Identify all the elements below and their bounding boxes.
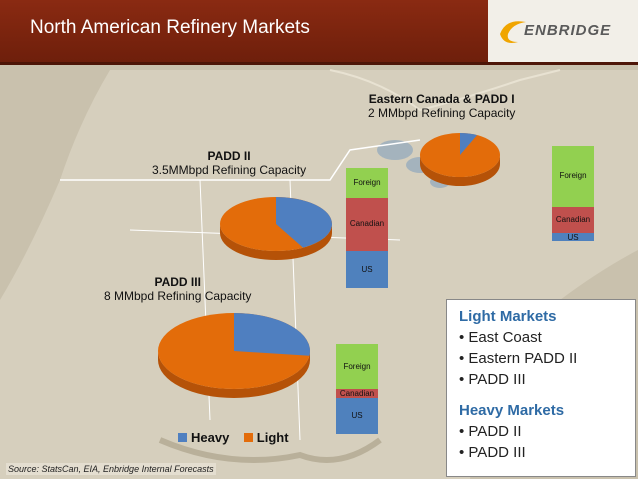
pie-chart-padd-iii [158, 313, 310, 398]
pie-side [220, 224, 332, 260]
bar-segment-us: US [346, 250, 388, 288]
bar-segment-canadian: Canadian [552, 206, 594, 234]
legend-swatch-heavy [178, 433, 187, 442]
pie-chart-padd-ii [220, 197, 332, 260]
heavy-markets-heading: Heavy Markets [459, 402, 565, 419]
header-bar: North American Refinery Markets ENBRIDGE [0, 0, 638, 65]
legend-swatch-light [243, 433, 253, 442]
pie-chart-eastern-canada [420, 133, 500, 186]
region-name: PADD II [207, 149, 251, 163]
heavy-market-item: • PADD II [459, 423, 522, 440]
bar-segment-us: US [552, 233, 594, 242]
pie-slice-heavy [276, 197, 332, 248]
page-title: North American Refinery Markets [30, 17, 310, 38]
pie-side [158, 351, 310, 398]
supply-bar-padd-iii: Foreign Canadian US [336, 344, 378, 434]
region-capacity: 3.5MMbpd Refining Capacity [152, 163, 307, 177]
bar-segment-canadian: Canadian [346, 198, 388, 251]
light-market-item: • Eastern PADD II [459, 350, 578, 367]
heavy-market-item: • PADD III [459, 444, 526, 461]
pie-side [420, 155, 500, 186]
light-markets-heading: Light Markets [459, 308, 557, 325]
enbridge-logo: ENBRIDGE [488, 0, 638, 62]
supply-bar-padd-ii: Foreign Canadian US [346, 168, 388, 288]
bar-segment-foreign: Foreign [346, 168, 388, 198]
bar-segment-foreign: Foreign [336, 344, 378, 389]
source-note: Source: StatsCan, EIA, Enbridge Internal… [6, 463, 216, 475]
region-label-padd-iii: PADD III 8 MMbpd Refining Capacity [104, 275, 251, 303]
bar-segment-us: US [336, 398, 378, 434]
enbridge-logo-text: ENBRIDGE [524, 22, 612, 39]
supply-bar-eastern-canada: Foreign Canadian US [552, 146, 594, 242]
bar-segment-foreign: Foreign [552, 146, 594, 207]
pie-slice-heavy [460, 133, 478, 155]
region-label-padd-ii: PADD II 3.5MMbpd Refining Capacity [152, 149, 306, 177]
region-label-eastern-canada: Eastern Canada & PADD I 2 MMbpd Refining… [368, 92, 515, 120]
region-name: Eastern Canada & PADD I [368, 92, 515, 106]
region-capacity: 8 MMbpd Refining Capacity [104, 289, 252, 303]
legend-label-light: Light [256, 430, 289, 445]
enbridge-logo-mark-icon [500, 21, 526, 43]
chart-legend: Heavy Light [178, 430, 289, 445]
market-info-box: Light Markets • East Coast • Eastern PAD… [446, 299, 636, 477]
light-market-item: • PADD III [459, 371, 526, 388]
bar-segment-canadian: Canadian [336, 389, 378, 398]
light-market-item: • East Coast [459, 329, 542, 346]
region-name: PADD III [154, 275, 201, 289]
pie-slice-heavy [234, 313, 310, 356]
legend-label-heavy: Heavy [191, 430, 230, 445]
region-capacity: 2 MMbpd Refining Capacity [368, 106, 516, 120]
